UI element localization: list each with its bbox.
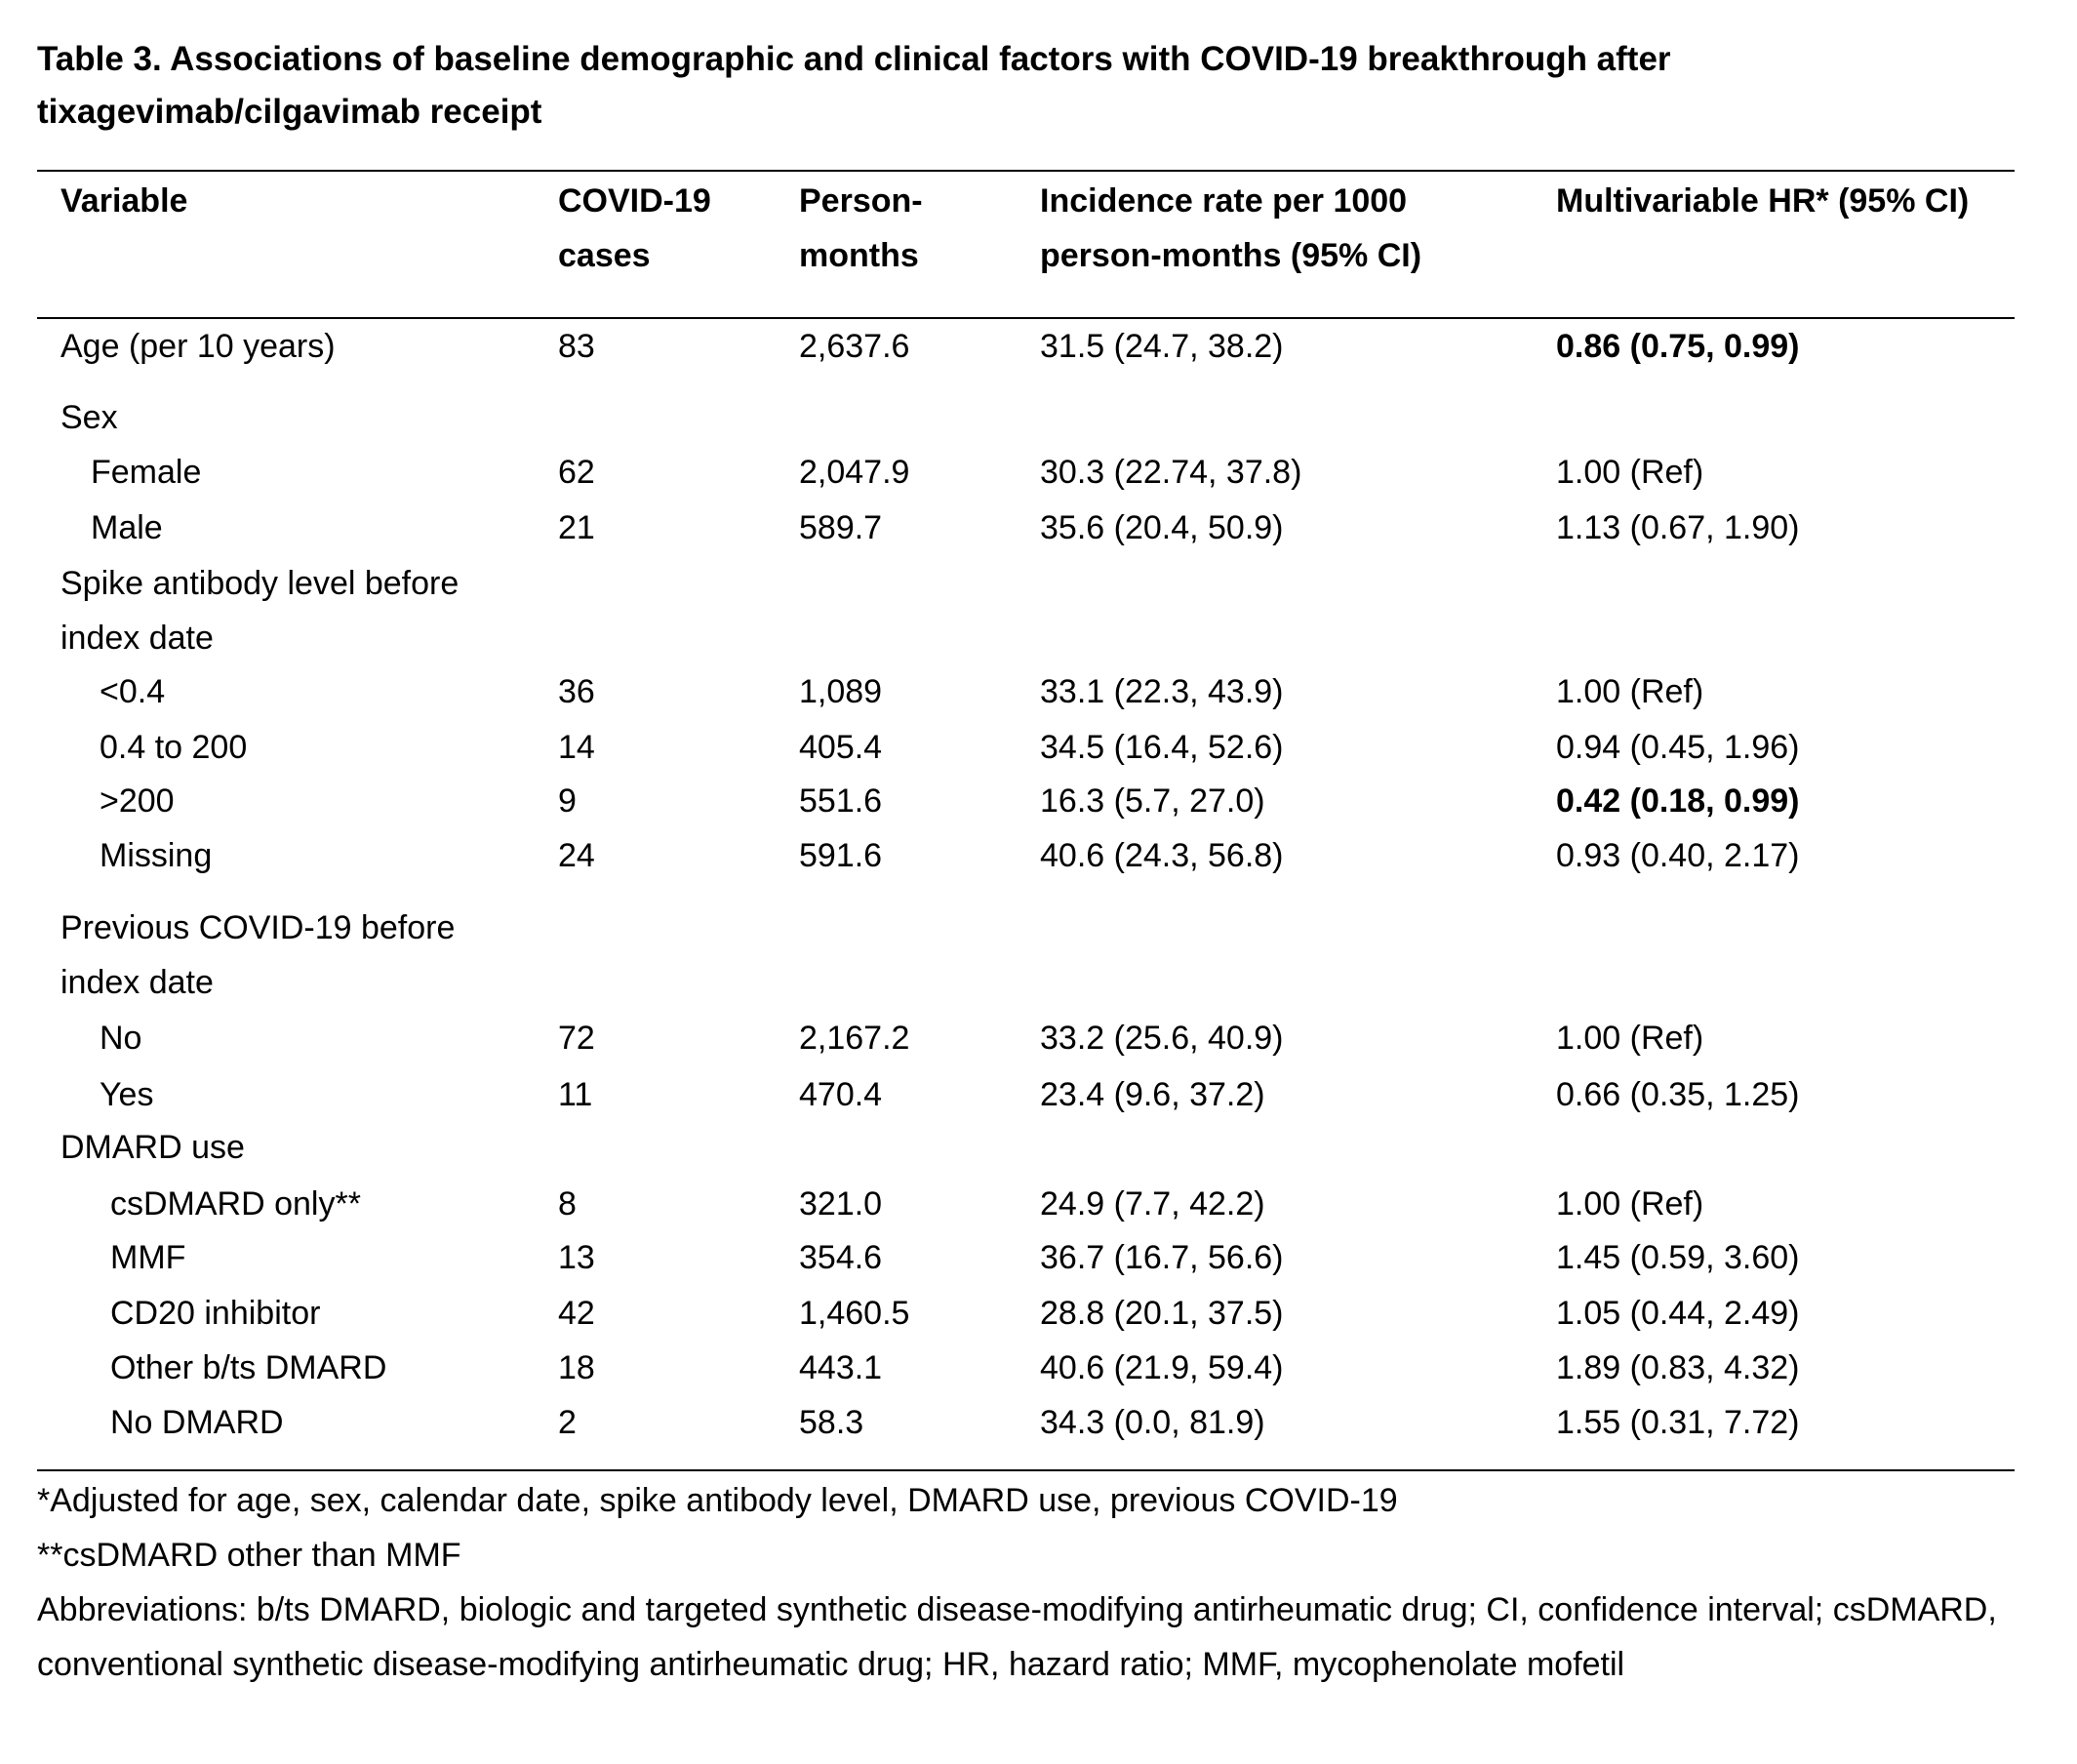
row-label: DMARD use [60,1129,245,1166]
cell: 0.42 (0.18, 0.99) [1556,782,1800,820]
cell: 28.8 (20.1, 37.5) [1040,1295,1284,1332]
cell: 1,460.5 [799,1295,910,1332]
row-label: Missing [100,837,213,874]
cell: 0.66 (0.35, 1.25) [1556,1076,1800,1113]
row-label: 0.4 to 200 [100,729,248,766]
cell: 1.00 (Ref) [1556,673,1704,710]
cell: 2 [558,1404,577,1441]
cell: 30.3 (22.74, 37.8) [1040,454,1302,491]
cell: 83 [558,328,595,365]
footnote: Abbreviations: b/ts DMARD, biologic and … [37,1591,1997,1683]
cell: 23.4 (9.6, 37.2) [1040,1076,1265,1113]
row-label: <0.4 [100,673,166,710]
cell: 58.3 [799,1404,864,1441]
cell: 40.6 (21.9, 59.4) [1040,1349,1284,1386]
row-label: Yes [100,1076,154,1113]
header-cell: Variable [60,182,188,220]
cell: 16.3 (5.7, 27.0) [1040,782,1265,820]
cell: 470.4 [799,1076,883,1113]
cell: 34.5 (16.4, 52.6) [1040,729,1284,766]
cell: 1.00 (Ref) [1556,1020,1704,1057]
cell: 589.7 [799,509,883,546]
cell: 2,637.6 [799,328,910,365]
cell: 405.4 [799,729,883,766]
footnote: **csDMARD other than MMF [37,1537,461,1574]
cell: 13 [558,1239,595,1276]
cell: 40.6 (24.3, 56.8) [1040,837,1284,874]
cell: 1.89 (0.83, 4.32) [1556,1349,1800,1386]
cell: 24 [558,837,595,874]
cell: 8 [558,1185,577,1223]
cell: 551.6 [799,782,883,820]
row-label: >200 [100,782,175,820]
cell: 1.00 (Ref) [1556,1185,1704,1223]
row-label: Previous COVID-19 before index date [60,909,456,1001]
cell: 1.45 (0.59, 3.60) [1556,1239,1800,1276]
top-rule [37,170,2015,172]
table-title: Table 3. Associations of baseline demogr… [37,40,1671,131]
cell: 321.0 [799,1185,883,1223]
cell: 591.6 [799,837,883,874]
cell: 1.13 (0.67, 1.90) [1556,509,1800,546]
cell: 31.5 (24.7, 38.2) [1040,328,1284,365]
row-label: Age (per 10 years) [60,328,336,365]
row-label: MMF [110,1239,186,1276]
cell: 443.1 [799,1349,883,1386]
cell: 11 [558,1076,593,1113]
cell: 18 [558,1349,595,1386]
row-label: Male [91,509,163,546]
cell: 0.86 (0.75, 0.99) [1556,328,1800,365]
cell: 21 [558,509,595,546]
cell: 14 [558,729,595,766]
header-cell: COVID-19 cases [558,182,711,274]
cell: 33.1 (22.3, 43.9) [1040,673,1284,710]
cell: 34.3 (0.0, 81.9) [1040,1404,1265,1441]
cell: 1,089 [799,673,883,710]
cell: 2,047.9 [799,454,910,491]
cell: 354.6 [799,1239,883,1276]
footnotes: *Adjusted for age, sex, calendar date, s… [37,1473,2066,1692]
cell: 36.7 (16.7, 56.6) [1040,1239,1284,1276]
cell: 72 [558,1020,595,1057]
bottom-rule [37,1469,2015,1471]
cell: 0.93 (0.40, 2.17) [1556,837,1800,874]
cell: 62 [558,454,595,491]
header-cell: Person-months [799,182,923,274]
cell: 0.94 (0.45, 1.96) [1556,729,1800,766]
cell: 1.00 (Ref) [1556,454,1704,491]
cell: 33.2 (25.6, 40.9) [1040,1020,1284,1057]
cell: 2,167.2 [799,1020,910,1057]
row-label: Sex [60,399,118,436]
row-label: No [100,1020,142,1057]
row-label: Other b/ts DMARD [110,1349,387,1386]
cell: 24.9 (7.7, 42.2) [1040,1185,1265,1223]
row-label: No DMARD [110,1404,284,1441]
row-label: Spike antibody level before index date [60,565,459,657]
header-cell: Multivariable HR* (95% CI) [1556,182,1970,220]
row-label: csDMARD only** [110,1185,361,1223]
cell: 1.55 (0.31, 7.72) [1556,1404,1800,1441]
cell: 42 [558,1295,595,1332]
cell: 9 [558,782,577,820]
cell: 36 [558,673,595,710]
footnote: *Adjusted for age, sex, calendar date, s… [37,1482,1398,1519]
cell: 35.6 (20.4, 50.9) [1040,509,1284,546]
cell: 1.05 (0.44, 2.49) [1556,1295,1800,1332]
row-label: CD20 inhibitor [110,1295,321,1332]
header-cell: Incidence rate per 1000 person-months (9… [1040,182,1422,274]
row-label: Female [91,454,202,491]
header-rule [37,317,2015,319]
